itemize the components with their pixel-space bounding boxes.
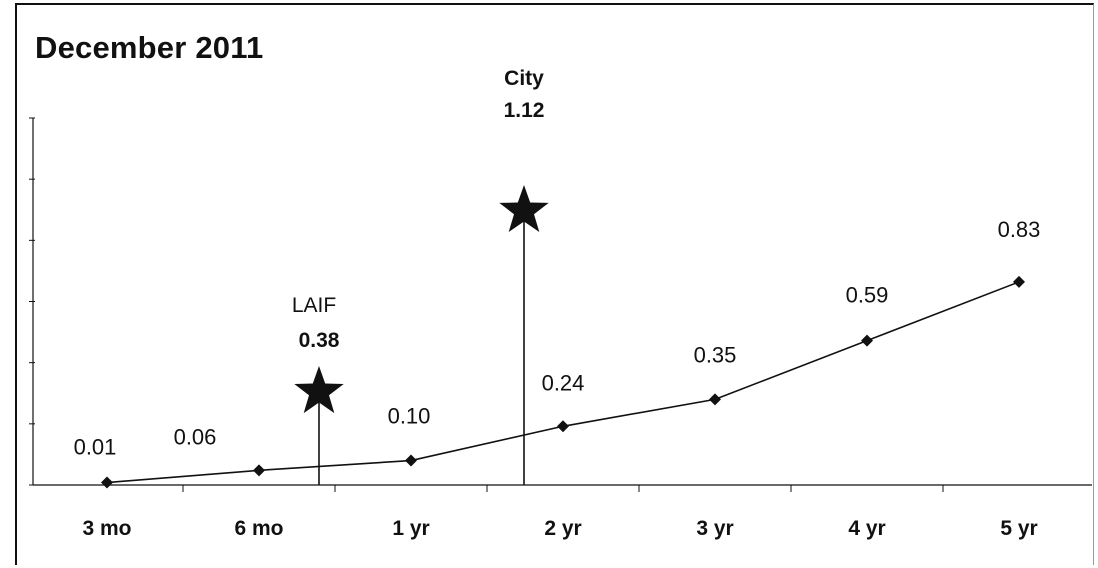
data-point: [709, 393, 721, 406]
data-label: 0.10: [388, 404, 431, 429]
data-label: 0.06: [174, 424, 217, 449]
labels-layer: 0.01 0.06 0.10 0.24 0.35 0.59 0.83: [74, 217, 1041, 460]
x-tick-label: 1 yr: [392, 517, 429, 540]
x-tick-label: 3 mo: [82, 517, 131, 540]
annotation-star: [499, 185, 549, 232]
data-label: 0.01: [74, 435, 117, 460]
annotation-star: [294, 366, 344, 414]
chart-title: December 2011: [35, 30, 264, 65]
x-tick-label: 2 yr: [544, 517, 581, 540]
x-tick-label: 5 yr: [1000, 517, 1037, 540]
annotation-value: 0.38: [299, 329, 340, 352]
data-point: [861, 334, 873, 347]
annotation-value: 1.12: [504, 99, 545, 122]
axes: 3 mo 6 mo 1 yr 2 yr 3 yr 4 yr 5 yr: [29, 117, 1092, 540]
data-point: [1013, 275, 1025, 288]
data-label: 0.24: [542, 370, 585, 395]
annotation-name: City: [504, 67, 544, 90]
x-tick-label: 6 mo: [234, 517, 283, 540]
data-point: [101, 476, 113, 489]
chart-frame: [15, 3, 1094, 565]
annotations-layer: LAIF 0.38 City 1.12: [292, 67, 549, 485]
data-point: [253, 464, 265, 477]
data-label: 0.59: [846, 283, 889, 308]
data-label: 0.35: [694, 342, 737, 367]
annotation-name: LAIF: [292, 294, 336, 317]
markers-layer: [101, 275, 1025, 489]
data-point: [405, 454, 417, 467]
x-tick-label: 3 yr: [696, 517, 733, 540]
x-tick-label: 4 yr: [848, 517, 885, 540]
data-label: 0.83: [998, 217, 1041, 242]
data-point: [557, 420, 569, 433]
